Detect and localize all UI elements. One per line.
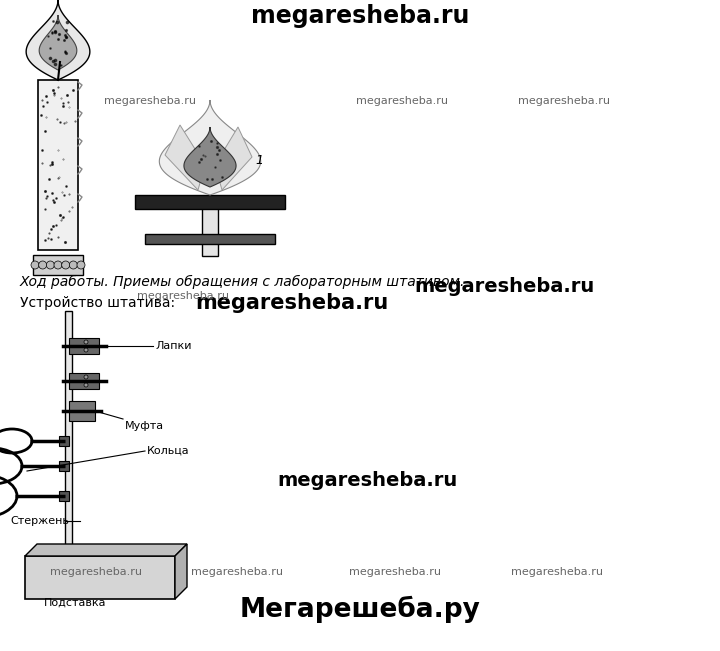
- Text: Ход работы. Приемы обращения с лабораторным штативом.: Ход работы. Приемы обращения с лаборатор…: [20, 275, 465, 289]
- Polygon shape: [165, 125, 205, 190]
- Text: megaresheba.ru: megaresheba.ru: [511, 567, 603, 577]
- Text: megaresheba.ru: megaresheba.ru: [195, 293, 388, 313]
- Bar: [25, 556, 175, 599]
- Polygon shape: [175, 544, 187, 599]
- Text: Подставка: Подставка: [44, 598, 107, 608]
- Bar: [59, 491, 69, 501]
- Circle shape: [84, 348, 88, 352]
- Polygon shape: [159, 100, 261, 195]
- Text: Устройство штатива:: Устройство штатива:: [20, 296, 184, 310]
- Text: megaresheba.ru: megaresheba.ru: [50, 567, 143, 577]
- Circle shape: [31, 261, 39, 269]
- Bar: [59, 461, 69, 471]
- Circle shape: [39, 261, 47, 269]
- Text: megaresheba.ru: megaresheba.ru: [251, 4, 469, 28]
- Text: megaresheba.ru: megaresheba.ru: [191, 567, 283, 577]
- Circle shape: [77, 261, 85, 269]
- Text: megaresheba.ru: megaresheba.ru: [356, 96, 449, 106]
- Bar: [202, 201, 218, 256]
- Bar: [145, 234, 275, 244]
- Text: megaresheba.ru: megaresheba.ru: [414, 277, 594, 296]
- Text: megaresheba.ru: megaresheba.ru: [277, 471, 457, 490]
- Text: megaresheba.ru: megaresheba.ru: [349, 567, 441, 577]
- Text: megaresheba.ru: megaresheba.ru: [104, 96, 197, 106]
- Bar: [69, 338, 99, 354]
- Bar: [65, 311, 72, 561]
- Polygon shape: [25, 544, 187, 556]
- Circle shape: [46, 261, 54, 269]
- Circle shape: [62, 261, 70, 269]
- Circle shape: [84, 340, 88, 344]
- Polygon shape: [215, 127, 252, 190]
- Bar: [69, 373, 99, 389]
- Polygon shape: [184, 127, 236, 187]
- Text: 1: 1: [255, 154, 263, 167]
- Text: Муфта: Муфта: [125, 421, 164, 431]
- Circle shape: [69, 261, 77, 269]
- Bar: [33, 255, 83, 275]
- Text: Лапки: Лапки: [155, 341, 192, 351]
- Text: Кольца: Кольца: [147, 446, 189, 456]
- Polygon shape: [26, 0, 90, 80]
- Text: Мегарешеба.ру: Мегарешеба.ру: [240, 596, 480, 622]
- Text: Стержень: Стержень: [10, 516, 69, 526]
- Text: megaresheba.ru: megaresheba.ru: [518, 96, 611, 106]
- Circle shape: [84, 375, 88, 379]
- Bar: [135, 195, 285, 209]
- Circle shape: [54, 261, 62, 269]
- Polygon shape: [39, 15, 77, 70]
- Bar: [69, 401, 95, 421]
- Text: megaresheba.ru: megaresheba.ru: [137, 291, 229, 301]
- Circle shape: [84, 383, 88, 387]
- Bar: [59, 436, 69, 446]
- Bar: [38, 80, 78, 250]
